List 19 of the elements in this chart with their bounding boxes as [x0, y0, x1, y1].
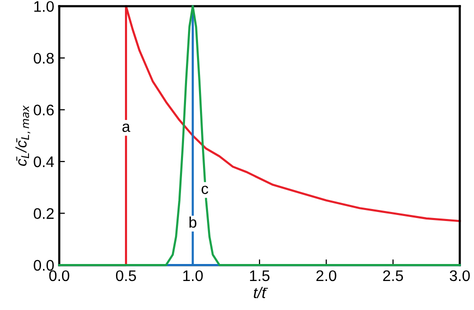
y-tick-label: 1.0 — [34, 1, 54, 12]
x-axis-title: t/t̄ — [254, 286, 268, 298]
x-tick-label: 3.0 — [450, 270, 470, 282]
y-tick-label: 0.2 — [34, 208, 54, 219]
x-tick-label: 1.5 — [250, 270, 270, 282]
y-tick-label: 0.4 — [34, 156, 54, 168]
annotation: c — [202, 186, 208, 194]
y-tick-label: 0.6 — [34, 104, 54, 116]
x-tick-label: 2.5 — [383, 270, 404, 282]
x-tick-label: 1.0 — [183, 270, 203, 282]
annotation: b — [190, 216, 196, 228]
y-axis-title: c̄$_{L}$/c̄$_{L,max}$ — [15, 105, 30, 166]
x-tick-label: 0.5 — [116, 270, 136, 282]
x-tick-label: 2.0 — [316, 270, 336, 282]
y-tick-label: 0.8 — [34, 52, 54, 64]
y-tick-label: 0.0 — [34, 260, 54, 271]
annotation: a — [122, 124, 130, 132]
line-series — [58, 5, 461, 266]
x-tick-label: 0.0 — [49, 270, 70, 282]
